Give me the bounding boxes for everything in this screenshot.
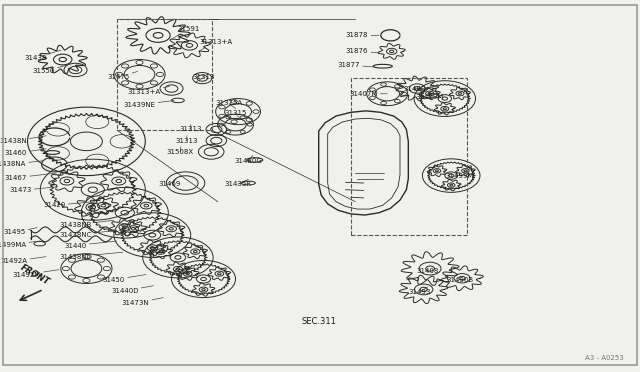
Text: 31450: 31450 <box>103 275 146 283</box>
Text: 31313+A: 31313+A <box>198 39 233 51</box>
Text: 31492M: 31492M <box>13 270 59 278</box>
Text: 31438ND: 31438ND <box>59 252 123 260</box>
Text: 31499M: 31499M <box>445 173 474 179</box>
Text: 31493: 31493 <box>408 287 430 295</box>
Text: 31499MA: 31499MA <box>0 241 40 248</box>
Bar <box>351 78 467 235</box>
Text: A3 - A0253: A3 - A0253 <box>586 355 624 361</box>
Text: 31591: 31591 <box>172 26 200 39</box>
Bar <box>117 19 212 130</box>
Text: 31876: 31876 <box>346 48 379 54</box>
Text: 31467: 31467 <box>5 173 56 181</box>
Text: 31480G: 31480G <box>234 155 262 164</box>
Text: 31313: 31313 <box>179 125 202 132</box>
Text: 31313: 31313 <box>192 74 215 83</box>
Text: 31408: 31408 <box>417 265 438 274</box>
Text: 31438N: 31438N <box>0 136 46 144</box>
Text: 31473N: 31473N <box>122 298 163 306</box>
Text: 31550: 31550 <box>33 65 67 74</box>
Text: 31475: 31475 <box>108 71 138 80</box>
Text: 31878: 31878 <box>346 32 379 38</box>
Text: 31438: 31438 <box>24 50 61 61</box>
Text: 31435R: 31435R <box>225 179 252 187</box>
Text: 31480: 31480 <box>404 86 426 92</box>
Text: 31438NC: 31438NC <box>60 231 114 238</box>
Text: 31439NE: 31439NE <box>124 100 174 108</box>
Text: 31495: 31495 <box>3 228 37 235</box>
Text: 31460: 31460 <box>5 149 46 156</box>
Text: 31409M: 31409M <box>416 94 444 100</box>
Text: SEC.311: SEC.311 <box>301 317 336 326</box>
Text: 31508X: 31508X <box>167 147 194 155</box>
Text: 31473: 31473 <box>10 187 58 193</box>
Text: 31877: 31877 <box>337 62 374 68</box>
Text: 31490B: 31490B <box>446 277 473 283</box>
Text: 31313: 31313 <box>175 136 198 144</box>
Text: 31440D: 31440D <box>111 286 154 294</box>
Text: 31438NA: 31438NA <box>0 161 44 167</box>
Text: 31438NB: 31438NB <box>60 220 114 228</box>
Text: 31313+A: 31313+A <box>127 86 170 95</box>
Text: 31315: 31315 <box>225 110 246 118</box>
Text: 31420: 31420 <box>44 202 95 208</box>
Text: 31469: 31469 <box>159 179 180 187</box>
Text: 31407M: 31407M <box>349 91 387 97</box>
Text: FRONT: FRONT <box>19 263 51 286</box>
Text: 31440: 31440 <box>65 241 116 248</box>
Text: 31492A: 31492A <box>1 257 46 264</box>
Text: 31315A: 31315A <box>216 100 243 109</box>
